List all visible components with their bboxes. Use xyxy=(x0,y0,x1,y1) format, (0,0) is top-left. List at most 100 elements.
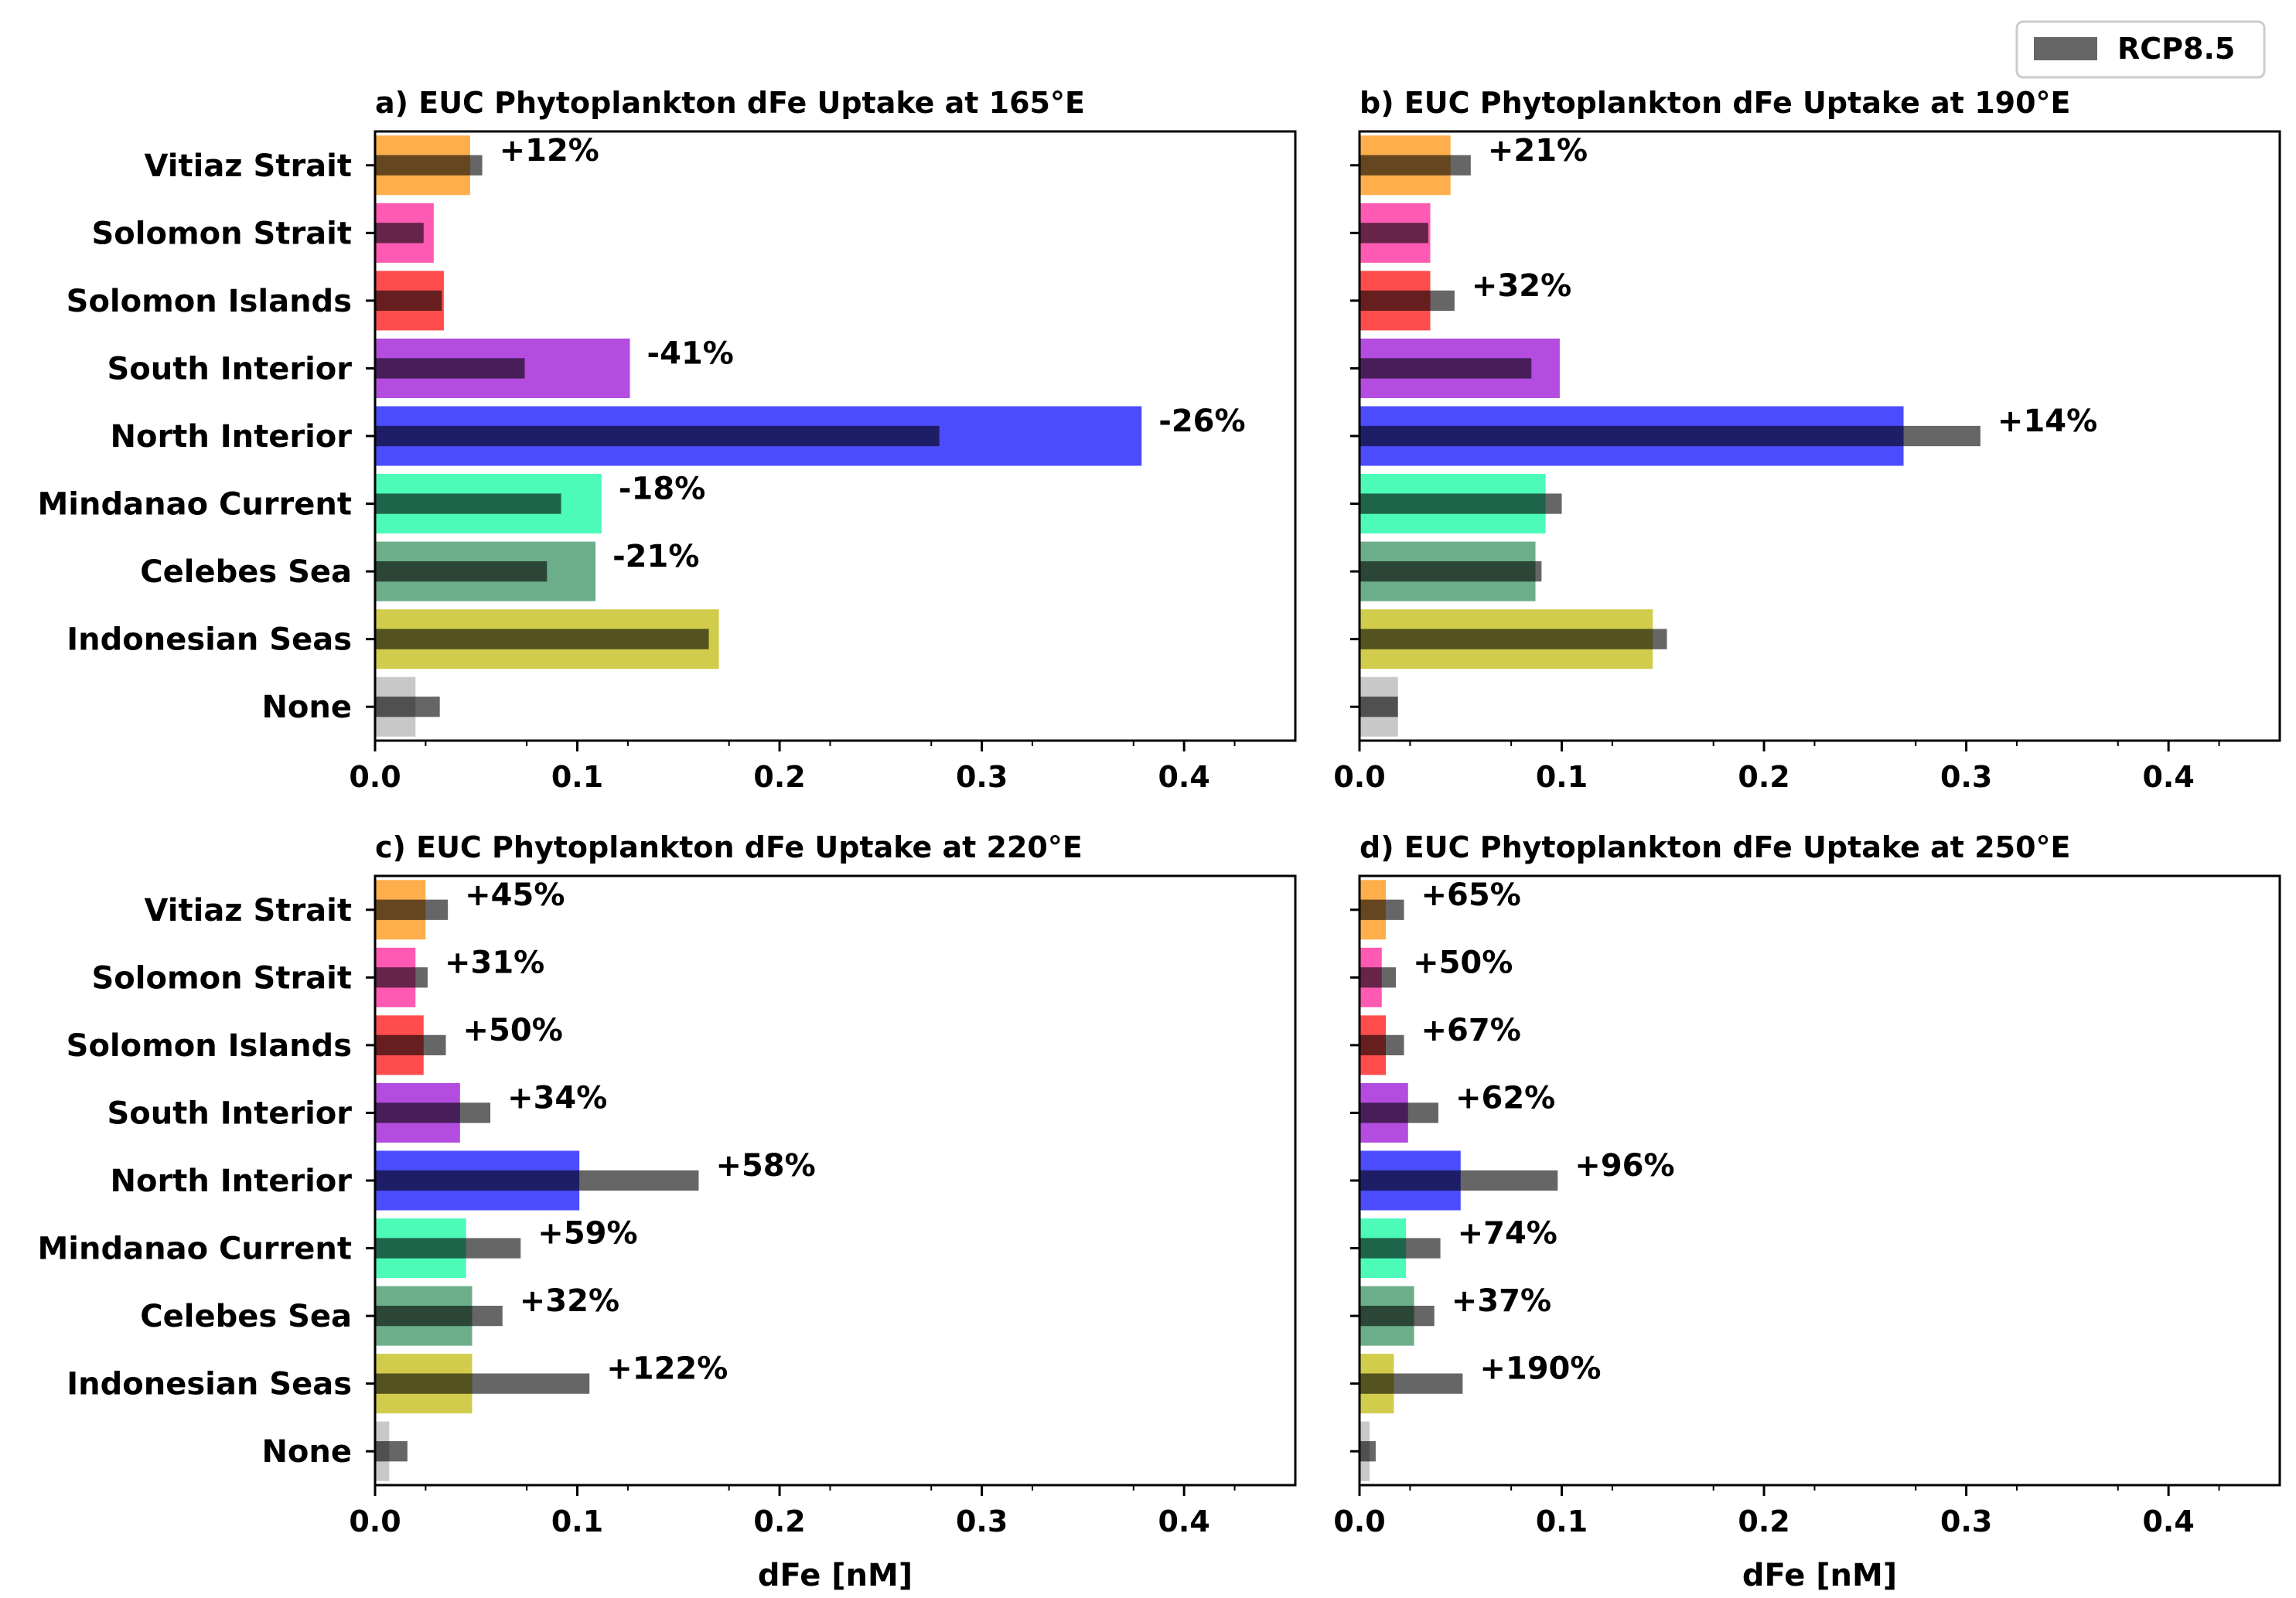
x-tick-label: 0.2 xyxy=(1738,760,1789,794)
rcp-bar-mindanao-current xyxy=(375,1238,521,1259)
category-label: Solomon Islands xyxy=(67,284,352,319)
rcp-bar-north-interior xyxy=(1360,425,1980,447)
rcp-bar-indonesian-seas xyxy=(1360,1373,1463,1394)
rcp-bar-mindanao-current xyxy=(375,493,561,514)
panels: a) EUC Phytoplankton dFe Uptake at 165°E… xyxy=(37,86,2281,1593)
category-label: Indonesian Seas xyxy=(67,1367,352,1402)
rcp-bar-celebes-sea xyxy=(1360,560,1542,582)
percent-label: +12% xyxy=(500,133,599,169)
rcp-bar-none xyxy=(375,697,440,717)
panel-title: d) EUC Phytoplankton dFe Uptake at 250°E xyxy=(1360,830,2070,864)
rcp-bar-solomon-strait xyxy=(375,967,428,988)
category-label: Mindanao Current xyxy=(37,1232,352,1267)
category-label: Celebes Sea xyxy=(140,554,352,590)
percent-label: +45% xyxy=(465,877,565,913)
category-label: Solomon Islands xyxy=(67,1028,352,1064)
rcp-bar-celebes-sea xyxy=(375,1305,503,1327)
x-tick-label: 0.0 xyxy=(349,1504,401,1538)
rcp-bar-north-interior xyxy=(375,425,940,447)
percent-label: +96% xyxy=(1574,1148,1674,1184)
rcp-bar-celebes-sea xyxy=(375,560,548,582)
percent-label: -21% xyxy=(612,539,699,574)
panel-title: b) EUC Phytoplankton dFe Uptake at 190°E xyxy=(1360,86,2070,120)
panel-a: a) EUC Phytoplankton dFe Uptake at 165°E… xyxy=(37,86,1297,794)
category-label: Solomon Strait xyxy=(91,960,352,996)
x-tick-label: 0.0 xyxy=(1333,1504,1385,1538)
x-tick-label: 0.2 xyxy=(753,760,805,794)
rcp-bar-solomon-strait xyxy=(375,223,424,244)
category-label: Celebes Sea xyxy=(140,1299,352,1334)
percent-label: +74% xyxy=(1458,1216,1557,1252)
panel-d: d) EUC Phytoplankton dFe Uptake at 250°E… xyxy=(1333,830,2281,1593)
x-axis-label: dFe [nM] xyxy=(1742,1558,1897,1593)
percent-label: +21% xyxy=(1488,133,1588,169)
category-label: None xyxy=(261,1434,352,1470)
percent-label: -26% xyxy=(1158,404,1245,439)
percent-label: -41% xyxy=(647,336,734,371)
percent-label: +32% xyxy=(520,1283,619,1319)
x-tick-label: 0.4 xyxy=(2142,760,2194,794)
x-tick-label: 0.4 xyxy=(1158,760,1209,794)
x-tick-label: 0.1 xyxy=(551,760,603,794)
category-label: Vitiaz Strait xyxy=(145,893,352,928)
x-tick-label: 0.4 xyxy=(2142,1504,2194,1538)
percent-label: +14% xyxy=(1997,404,2097,439)
rcp-bar-solomon-islands xyxy=(1360,290,1455,312)
rcp-bar-solomon-strait xyxy=(1360,223,1428,244)
panel-title: c) EUC Phytoplankton dFe Uptake at 220°E xyxy=(375,830,1083,864)
percent-label: +32% xyxy=(1472,268,1571,304)
percent-label: +190% xyxy=(1479,1351,1601,1387)
rcp-bar-none xyxy=(1360,697,1398,717)
rcp-bar-mindanao-current xyxy=(1360,1238,1441,1259)
panel-c: c) EUC Phytoplankton dFe Uptake at 220°E… xyxy=(37,830,1297,1593)
x-tick-label: 0.2 xyxy=(753,1504,805,1538)
percent-label: +62% xyxy=(1455,1080,1555,1116)
panel-title: a) EUC Phytoplankton dFe Uptake at 165°E xyxy=(375,86,1085,120)
category-label: Mindanao Current xyxy=(37,487,352,523)
x-tick-label: 0.1 xyxy=(1536,1504,1588,1538)
x-tick-label: 0.2 xyxy=(1738,1504,1789,1538)
rcp-bar-vitiaz-strait xyxy=(375,899,449,920)
percent-label: +34% xyxy=(507,1080,607,1116)
rcp-bar-south-interior xyxy=(375,358,525,379)
rcp-bar-north-interior xyxy=(1360,1170,1558,1191)
category-label: South Interior xyxy=(107,351,352,387)
rcp-bar-solomon-islands xyxy=(1360,1034,1404,1056)
category-label: None xyxy=(261,690,352,725)
rcp-bar-solomon-islands xyxy=(375,1034,446,1056)
category-label: South Interior xyxy=(107,1095,352,1131)
x-tick-label: 0.1 xyxy=(1536,760,1588,794)
x-tick-label: 0.0 xyxy=(349,760,401,794)
percent-label: +67% xyxy=(1421,1013,1521,1048)
rcp-bar-south-interior xyxy=(375,1102,491,1123)
percent-label: +37% xyxy=(1452,1283,1551,1319)
rcp-bar-solomon-islands xyxy=(375,290,442,312)
percent-label: -18% xyxy=(619,472,705,507)
percent-label: +58% xyxy=(715,1148,815,1184)
x-tick-label: 0.0 xyxy=(1333,760,1385,794)
rcp-bar-indonesian-seas xyxy=(375,629,709,649)
percent-label: +59% xyxy=(537,1216,637,1252)
rcp-bar-solomon-strait xyxy=(1360,967,1397,988)
x-tick-label: 0.1 xyxy=(551,1504,603,1538)
x-axis-label: dFe [nM] xyxy=(758,1558,913,1593)
percent-label: +50% xyxy=(1413,945,1513,980)
rcp-bar-indonesian-seas xyxy=(375,1373,590,1394)
rcp-bar-vitiaz-strait xyxy=(1360,899,1404,920)
panel-b: b) EUC Phytoplankton dFe Uptake at 190°E… xyxy=(1333,86,2281,794)
percent-label: +50% xyxy=(463,1013,563,1048)
x-tick-label: 0.3 xyxy=(1940,760,1992,794)
legend: RCP8.5 xyxy=(2015,20,2266,79)
percent-label: +31% xyxy=(445,945,544,980)
legend-frame xyxy=(2015,20,2266,79)
percent-label: +122% xyxy=(606,1351,728,1387)
rcp-bar-mindanao-current xyxy=(1360,493,1562,514)
rcp-bar-south-interior xyxy=(1360,1102,1438,1123)
rcp-bar-celebes-sea xyxy=(1360,1305,1435,1327)
legend-swatch xyxy=(2034,37,2097,60)
rcp-bar-north-interior xyxy=(375,1170,699,1191)
category-label: Solomon Strait xyxy=(91,216,352,251)
legend-label: RCP8.5 xyxy=(2117,32,2235,66)
x-tick-label: 0.3 xyxy=(1940,1504,1992,1538)
